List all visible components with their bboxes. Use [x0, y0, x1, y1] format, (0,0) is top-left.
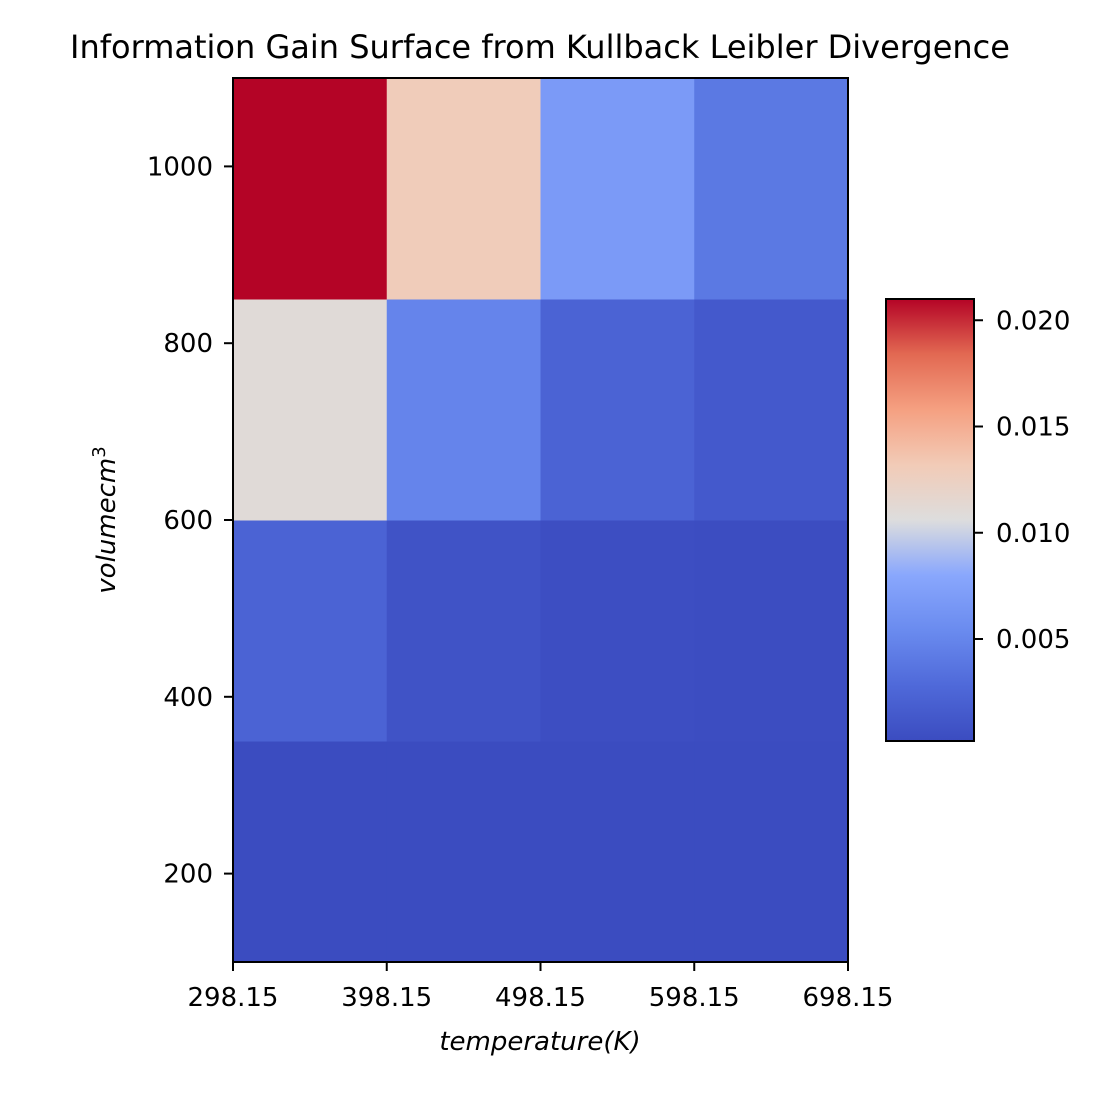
heatmap-cell [694, 741, 849, 963]
y-axis-label-text: volumecm [92, 458, 122, 594]
y-axis-label-superscript: 3 [89, 446, 110, 457]
colorbar-tick-label: 0.015 [996, 413, 1070, 443]
heatmap-cell [694, 78, 849, 300]
y-tick-label: 600 [163, 506, 213, 536]
heatmap-cell [386, 520, 541, 742]
y-tick-label: 800 [163, 329, 213, 359]
x-axis-ticks: 298.15 398.15 498.15 598.15 698.15 [188, 962, 894, 1013]
colorbar [886, 299, 974, 741]
x-tick-label: 398.15 [341, 983, 432, 1013]
colorbar-ticks: 0.005 0.010 0.015 0.020 [974, 306, 1070, 655]
colorbar-tick-label: 0.005 [996, 625, 1070, 655]
heatmap-cell [386, 299, 541, 521]
heatmap-cell [233, 78, 388, 300]
y-tick-label: 400 [163, 683, 213, 713]
y-axis-label: volumecm3 [89, 446, 122, 593]
colorbar-tick-label: 0.010 [996, 519, 1070, 549]
heatmap-cell [540, 299, 695, 521]
y-axis-ticks: 200 400 600 800 1000 [147, 152, 233, 890]
x-tick-label: 598.15 [649, 983, 740, 1013]
heatmap-cell [540, 78, 695, 300]
x-tick-label: 298.15 [188, 983, 279, 1013]
heatmap-cell [233, 520, 388, 742]
heatmap-cell [694, 520, 849, 742]
heatmap-cell [233, 741, 388, 963]
x-tick-label: 698.15 [803, 983, 894, 1013]
x-axis-label: temperature(K) [439, 1027, 640, 1057]
x-tick-label: 498.15 [495, 983, 586, 1013]
y-tick-label: 200 [163, 860, 213, 890]
heatmap-cell [694, 299, 849, 521]
heatmap-cell [540, 741, 695, 963]
colorbar-tick-label: 0.020 [996, 306, 1070, 336]
y-tick-label: 1000 [147, 152, 213, 182]
heatmap-cells [233, 78, 849, 963]
heatmap-cell [386, 78, 541, 300]
heatmap-cell [386, 741, 541, 963]
colorbar-frame [885, 298, 975, 742]
heatmap-cell [233, 299, 388, 521]
chart-title: Information Gain Surface from Kullback L… [70, 28, 1010, 66]
heatmap-cell [540, 520, 695, 742]
